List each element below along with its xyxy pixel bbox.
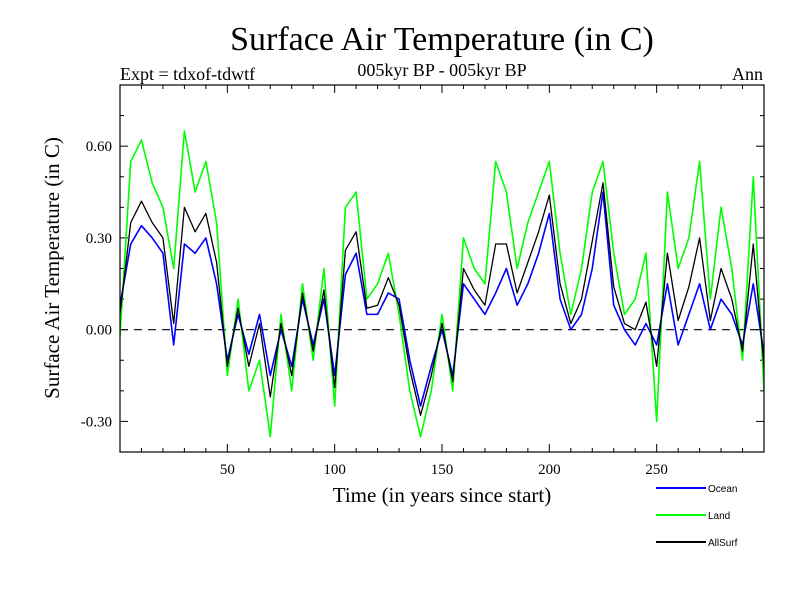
x-tick-label: 200 <box>538 462 561 478</box>
y-tick-label: 0.00 <box>86 323 112 339</box>
x-tick-label: 250 <box>645 462 668 478</box>
legend-label-allsurf: AllSurf <box>708 538 738 549</box>
chart-period-label: Ann <box>732 64 763 84</box>
series-line-allsurf <box>120 182 764 416</box>
chart-experiment-label: Expt = tdxof-tdwtf <box>120 64 255 84</box>
chart-subtitle: 005kyr BP - 005kyr BP <box>357 60 526 80</box>
legend-label-land: Land <box>708 511 730 522</box>
y-tick-label: 0.30 <box>86 231 112 247</box>
legend: Ocean Land AllSurf <box>656 484 738 549</box>
legend-label-ocean: Ocean <box>708 484 737 495</box>
x-axis-label: Time (in years since start) <box>333 483 552 507</box>
x-tick-label: 50 <box>220 462 235 478</box>
series-lines <box>120 130 764 438</box>
plot-frame <box>119 84 765 453</box>
x-tick-label: 100 <box>323 462 346 478</box>
y-axis-label: Surface Air Temperature (in C) <box>40 137 64 399</box>
x-tick-label: 150 <box>431 462 454 478</box>
series-line-land <box>120 130 764 438</box>
y-tick-label: -0.30 <box>81 414 112 430</box>
y-tick-label: 0.60 <box>86 139 112 155</box>
chart-title: Surface Air Temperature (in C) <box>230 21 654 58</box>
